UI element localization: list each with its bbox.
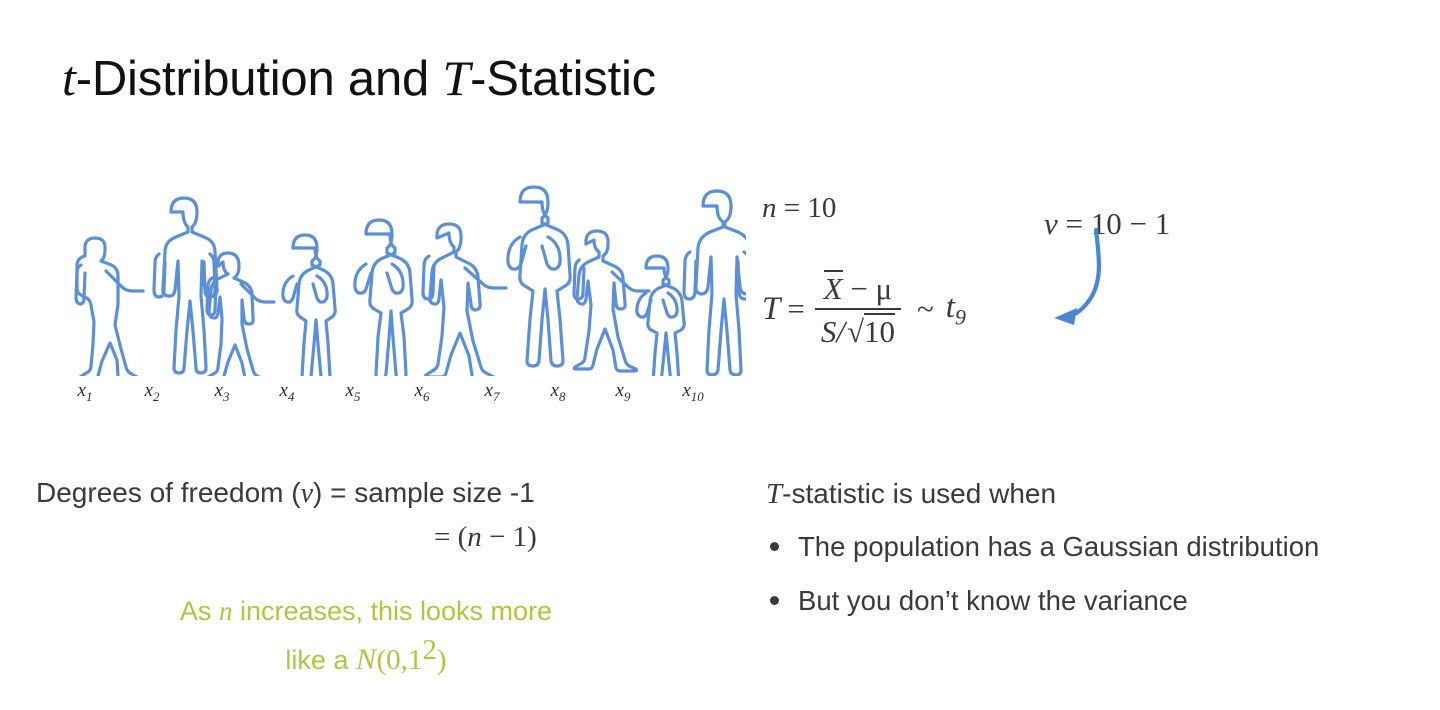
person-8: [572, 229, 651, 373]
note-line2-prefix: like a: [285, 645, 356, 676]
tstat-usage-list: The population has a Gaussian distributi…: [766, 529, 1366, 620]
sample-label-x7: x7: [484, 380, 500, 404]
sample-label-x6: x6: [414, 380, 430, 404]
n-variable: n: [762, 192, 777, 224]
distributed-as-symbol: ~: [916, 291, 934, 327]
dof-prefix: Degrees of freedom (: [36, 477, 301, 508]
sample-label-x8: x8: [550, 380, 566, 404]
person-1: [74, 236, 145, 376]
asymptotic-note-line-2: like a N(0,12): [36, 630, 696, 682]
bullet-dot-icon: [770, 542, 779, 551]
list-item: The population has a Gaussian distributi…: [766, 529, 1343, 565]
dof-suffix: ) = sample size -1: [313, 477, 535, 508]
x-bar: X: [823, 270, 843, 306]
asymptotic-note-line-1: As n increases, this looks more: [36, 592, 696, 630]
sample-label-x5: x5: [345, 380, 361, 404]
list-item-label: The population has a Gaussian distributi…: [798, 531, 1320, 562]
sample-label-x1: x1: [77, 380, 93, 404]
degrees-of-freedom-block: Degrees of freedom (ν) = sample size -1 …: [36, 474, 736, 554]
dof-n-variable: n: [467, 520, 482, 553]
sample-size-equation: n = 10: [762, 192, 836, 225]
list-item-label: But you don’t know the variance: [798, 585, 1188, 617]
title-mid: -Distribution and: [75, 52, 443, 106]
sample-label-x4: x4: [279, 380, 295, 404]
t-equals-sign: =: [787, 291, 805, 327]
sqrt-symbol-icon: √10: [846, 312, 895, 349]
dof-definition-line: Degrees of freedom (ν) = sample size -1: [36, 474, 736, 513]
normal-args-close: ): [436, 644, 447, 677]
tstat-heading-rest: -statistic is used when: [782, 478, 1057, 509]
person-10: [682, 189, 746, 376]
dof-nu-symbol: ν: [300, 478, 314, 509]
nu-variable: ν: [1044, 206, 1058, 241]
note-n-variable: n: [218, 596, 233, 626]
fraction-bar: [814, 307, 901, 310]
note-suffix: increases, this looks more: [232, 596, 553, 626]
normal-args-open: (0,1: [376, 644, 423, 677]
numerator-rest: − μ: [842, 271, 893, 306]
dof-eq-open: = (: [434, 520, 468, 553]
t-denominator: S/√10: [815, 310, 901, 349]
note-prefix: As: [179, 596, 219, 626]
page-title: t-Distribution and T-Statistic: [62, 52, 656, 105]
normal-variance-exponent: 2: [422, 634, 437, 667]
t-distribution-label: t9: [945, 288, 966, 330]
bullet-dot-icon: [770, 596, 779, 606]
person-7: [506, 185, 572, 368]
sample-label-x2: x2: [144, 380, 160, 404]
person-5: [353, 218, 414, 376]
dof-eq-close: − 1): [481, 520, 537, 553]
df-callout-arrow-icon: [1054, 228, 1102, 325]
asymptotic-note: As n increases, this looks more like a N…: [36, 592, 696, 682]
person-2: [152, 196, 219, 375]
radicand-value: 10: [863, 312, 895, 349]
tstat-heading-T: T: [766, 478, 783, 510]
tstat-usage-block: T-statistic is used when The population …: [766, 478, 1366, 638]
title-t-italic: t: [62, 50, 76, 106]
t-fraction: X − μ S/√10: [814, 270, 901, 349]
person-3: [205, 251, 276, 376]
people-svg: [74, 185, 746, 376]
person-6: [421, 222, 508, 376]
sample-labels: x1 x2 x3 x4 x5 x6 x7 x8 x9 x10: [40, 380, 746, 408]
nu-value: = 10 − 1: [1057, 206, 1171, 241]
sample-label-x3: x3: [214, 380, 230, 404]
dof-formula-line: = (n − 1): [36, 521, 736, 554]
list-item: But you don’t know the variance: [766, 583, 1343, 619]
script-n-symbol: N: [355, 643, 377, 677]
t-numerator: X − μ: [818, 270, 899, 308]
sample-label-x9: x9: [615, 380, 631, 404]
person-9: [635, 254, 686, 376]
person-4: [281, 233, 337, 376]
n-value: = 10: [776, 192, 837, 224]
nu-equation: ν = 10 − 1: [1044, 206, 1170, 242]
tstat-usage-heading: T-statistic is used when: [766, 478, 1366, 511]
t-lhs: T: [762, 290, 781, 327]
ten-people-illustration: [40, 176, 746, 376]
t-statistic-equation: T = X − μ S/√10 ~ t9: [762, 270, 966, 349]
sample-label-x10: x10: [682, 380, 704, 404]
title-end: -Statistic: [470, 52, 656, 106]
title-T-italic: T: [442, 50, 471, 106]
s-over: S/: [820, 313, 845, 349]
